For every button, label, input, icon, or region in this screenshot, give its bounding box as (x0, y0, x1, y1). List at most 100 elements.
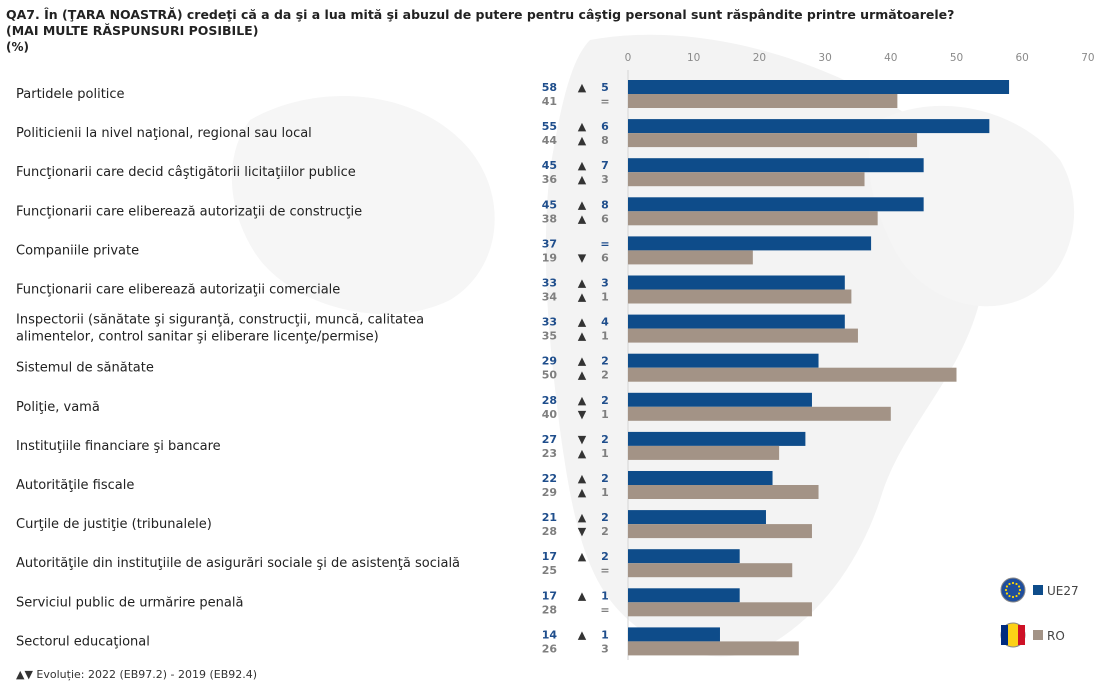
change-value-eu27: 8 (601, 198, 609, 211)
value-label-eu27: 45 (542, 198, 557, 211)
change-arrow-eu27: ▲ (578, 511, 587, 524)
change-arrow-ro: ▲ (578, 173, 587, 186)
bar-eu27 (628, 197, 924, 212)
change-arrow-eu27: ▲ (578, 628, 587, 641)
value-label-ro: 36 (542, 173, 558, 186)
change-arrow-ro: ▲ (578, 486, 587, 499)
change-value-ro: 6 (601, 251, 609, 264)
value-label-ro: 35 (542, 330, 557, 343)
change-arrow-ro: ▼ (578, 408, 587, 421)
bar-ro (628, 602, 812, 617)
change-arrow-ro: ▲ (578, 447, 587, 460)
category-label: Poliţie, vamă (16, 400, 100, 415)
change-arrow-ro: ▲ (578, 134, 587, 147)
bar-ro (628, 485, 819, 499)
value-label-ro: 41 (542, 95, 557, 108)
x-tick-label: 0 (625, 52, 632, 64)
change-arrow-eu27: ▲ (578, 589, 587, 602)
change-value-eu27: 2 (601, 355, 609, 368)
change-value-ro: 1 (601, 291, 609, 304)
change-value-eu27: 6 (601, 120, 609, 133)
category-label: Funcţionarii care eliberează autorizaţii… (16, 204, 362, 219)
change-value-ro: 2 (601, 369, 609, 382)
chart-title: QA7. În (ŢARA NOASTRĂ) credeţi că a da ş… (6, 7, 955, 22)
bar-ro (628, 641, 799, 656)
change-value-ro: 3 (601, 173, 609, 186)
romania-flag-blue-stripe (1001, 625, 1008, 645)
x-tick-label: 10 (687, 52, 700, 64)
bar-eu27 (628, 392, 812, 407)
x-tick-label: 20 (753, 52, 766, 64)
change-arrow-eu27: ▲ (578, 355, 587, 368)
legend-swatch-eu27 (1033, 585, 1043, 595)
change-value-ro: = (600, 95, 609, 108)
legend-swatch-ro (1033, 630, 1043, 640)
eu-flag-icon (1000, 577, 1026, 603)
change-value-eu27: 2 (601, 511, 609, 524)
change-arrow-eu27: ▲ (578, 81, 587, 94)
bar-ro (628, 524, 812, 539)
change-arrow-ro: ▲ (578, 212, 587, 225)
bar-eu27 (628, 119, 990, 134)
change-arrow-eu27: ▲ (578, 472, 587, 485)
value-label-eu27: 27 (542, 433, 557, 446)
category-label: Curţile de justiţie (tribunalele) (16, 517, 212, 532)
bar-eu27 (628, 236, 872, 251)
unit-label: (%) (6, 40, 29, 54)
change-value-ro: 6 (601, 212, 609, 225)
bar-eu27 (628, 549, 740, 564)
value-label-eu27: 21 (542, 511, 557, 524)
value-label-eu27: 14 (542, 628, 558, 641)
value-label-eu27: 45 (542, 159, 557, 172)
value-label-ro: 25 (542, 564, 557, 577)
change-value-ro: = (600, 564, 609, 577)
change-arrow-ro: ▲ (578, 330, 587, 343)
eu-flag-star (1005, 585, 1009, 588)
bar-ro (628, 172, 865, 187)
category-label: Instituţiile financiare şi bancare (16, 439, 221, 454)
value-label-ro: 29 (542, 486, 557, 499)
value-label-ro: 23 (542, 447, 557, 460)
value-label-eu27: 33 (542, 316, 557, 329)
bar-eu27 (628, 314, 845, 329)
value-label-eu27: 55 (542, 120, 557, 133)
change-value-ro: = (600, 603, 609, 616)
change-value-ro: 1 (601, 447, 609, 460)
category-label: Companiile private (16, 243, 139, 258)
change-arrow-eu27: ▲ (578, 316, 587, 329)
bar-ro (628, 328, 858, 343)
value-label-eu27: 28 (542, 394, 557, 407)
change-value-ro: 2 (601, 525, 609, 538)
bar-ro (628, 211, 878, 226)
category-label: Funcţionarii care decid câştigătorii lic… (16, 165, 356, 180)
chart-header: QA7. În (ŢARA NOASTRĂ) credeţi că a da ş… (6, 6, 1096, 55)
value-label-eu27: 17 (542, 589, 557, 602)
x-tick-label: 70 (1081, 52, 1094, 64)
change-value-eu27: 2 (601, 472, 609, 485)
value-label-ro: 28 (542, 525, 557, 538)
category-label: alimentelor, control sanitar şi eliberar… (16, 330, 379, 345)
change-value-eu27: 1 (601, 628, 609, 641)
change-value-eu27: 2 (601, 433, 609, 446)
value-label-eu27: 58 (542, 81, 557, 94)
bar-ro (628, 445, 780, 460)
bar-eu27 (628, 353, 819, 368)
change-arrow-eu27: ▲ (578, 198, 587, 211)
change-arrow-eu27: ▲ (578, 394, 587, 407)
bar-eu27 (628, 588, 740, 603)
change-value-eu27: 3 (601, 277, 609, 290)
eu-flag-star (1017, 592, 1021, 595)
value-label-ro: 38 (542, 212, 557, 225)
change-value-eu27: 4 (601, 316, 609, 329)
category-label: Autorităţile fiscale (16, 478, 134, 493)
bar-ro (628, 367, 957, 382)
bar-eu27 (628, 510, 766, 525)
value-label-ro: 34 (542, 291, 558, 304)
bar-eu27 (628, 158, 924, 173)
change-arrow-ro: ▼ (578, 525, 587, 538)
eu-flag-star (1011, 595, 1015, 599)
x-tick-label: 50 (950, 52, 963, 64)
value-label-ro: 50 (542, 369, 558, 382)
value-label-eu27: 29 (542, 355, 557, 368)
